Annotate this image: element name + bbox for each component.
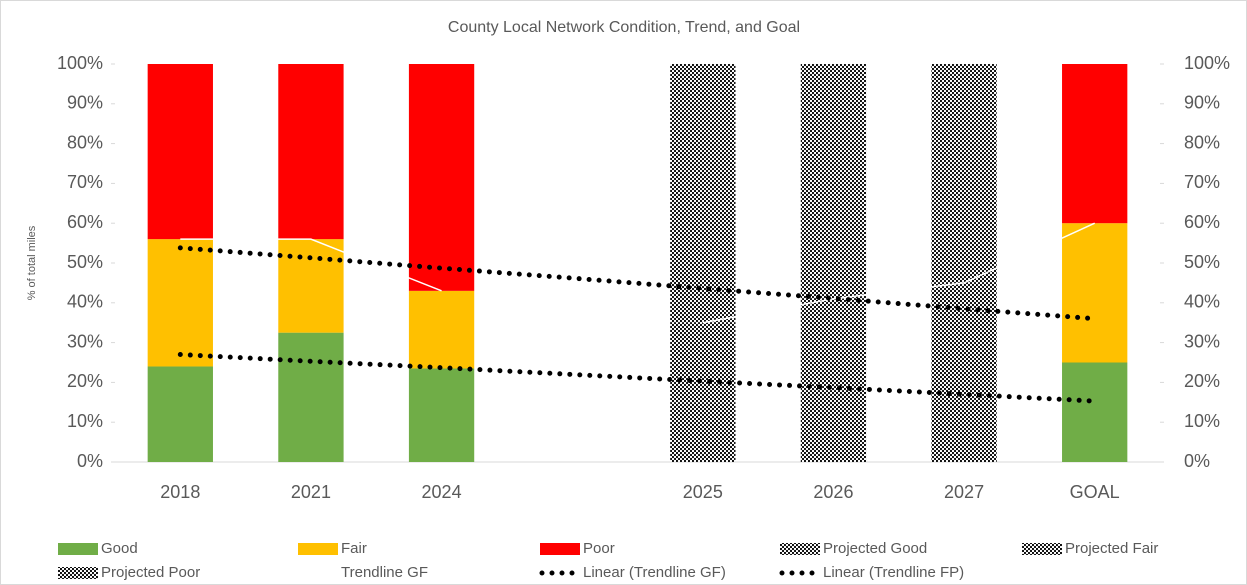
y2-tick-label: 100%	[1184, 53, 1230, 73]
legend-label: Trendline GF	[341, 564, 428, 581]
legend-swatch	[58, 567, 98, 579]
legend-item: Linear (Trendline FP)	[779, 564, 964, 581]
line-series	[180, 222, 1096, 324]
legend-label: Projected Poor	[101, 564, 200, 581]
y2-tick-label: 50%	[1184, 252, 1220, 272]
bar-segment	[931, 282, 997, 383]
x-tick-label: 2027	[944, 482, 984, 502]
bar-segment	[278, 239, 344, 333]
y2-tick-label: 10%	[1184, 411, 1220, 431]
y-tick-label: 50%	[67, 252, 103, 272]
legend-item: Good	[58, 540, 138, 557]
y-tick-label: 100%	[57, 53, 103, 73]
bar-segment	[278, 64, 344, 240]
bar-segment	[278, 332, 344, 462]
x-tick-label: GOAL	[1070, 482, 1120, 502]
y-tick-label: 10%	[67, 411, 103, 431]
legend-item: Trendline GF	[298, 564, 428, 581]
y2-tick-label: 90%	[1184, 93, 1220, 113]
line-series	[177, 245, 1098, 322]
y-tick-label: 70%	[67, 172, 103, 192]
legend-label: Poor	[583, 540, 615, 557]
y-tick-label: 30%	[67, 331, 103, 351]
y-axis-label: % of total miles	[26, 225, 38, 300]
legend-item: Linear (Trendline GF)	[539, 564, 726, 581]
chart-title: County Local Network Condition, Trend, a…	[448, 19, 800, 36]
y2-tick-label: 80%	[1184, 132, 1220, 152]
x-tick-label: 2021	[291, 482, 331, 502]
bar-segment	[147, 239, 213, 367]
x-tick-label: 2025	[683, 482, 723, 502]
bar-segment	[670, 64, 736, 323]
bar-segment	[147, 366, 213, 462]
legend-label: Fair	[341, 540, 367, 557]
y2-tick-label: 0%	[1184, 451, 1210, 471]
bar-segment	[670, 402, 736, 462]
bar-segment	[800, 298, 867, 391]
y-tick-label: 40%	[67, 292, 103, 312]
y-tick-label: 80%	[67, 132, 103, 152]
legend-swatch	[1022, 543, 1062, 555]
y2-tick-label: 20%	[1184, 371, 1220, 391]
y2-tick-label: 30%	[1184, 331, 1220, 351]
x-tick-label: 2024	[422, 482, 462, 502]
legend-item: Fair	[298, 540, 367, 557]
legend-swatch	[298, 543, 338, 555]
bar-segment	[800, 64, 867, 299]
legend-label: Linear (Trendline FP)	[823, 564, 964, 581]
y2-tick-label: 60%	[1184, 212, 1220, 232]
legend-label: Linear (Trendline GF)	[583, 564, 726, 581]
bar-segment	[408, 64, 475, 291]
legend-label: Good	[101, 540, 138, 557]
x-tick-label: 2026	[813, 482, 853, 502]
bar-segment	[408, 290, 475, 369]
bar-segment	[931, 382, 997, 462]
legend-swatch	[780, 543, 820, 555]
legend-swatch	[58, 543, 98, 555]
bar-segment	[147, 64, 213, 240]
x-tick-label: 2018	[160, 482, 200, 502]
legend-item: Poor	[540, 540, 615, 557]
y-tick-label: 90%	[67, 93, 103, 113]
y2-tick-label: 40%	[1184, 292, 1220, 312]
y-tick-label: 60%	[67, 212, 103, 232]
bar-segment	[1062, 362, 1128, 462]
y-tick-label: 20%	[67, 371, 103, 391]
legend-label: Projected Fair	[1065, 540, 1158, 557]
bar-segment	[1062, 223, 1128, 363]
legend-item: Projected Poor	[58, 564, 200, 581]
legend-label: Projected Good	[823, 540, 927, 557]
bar-segment	[800, 390, 867, 462]
legend-item: Projected Fair	[1022, 540, 1158, 557]
bar-segment	[931, 64, 997, 283]
legend-swatch	[540, 543, 580, 555]
y2-tick-label: 70%	[1184, 172, 1220, 192]
legend-item: Projected Good	[780, 540, 927, 557]
bar-segment	[408, 368, 475, 462]
bar-segment	[670, 322, 736, 403]
line-series	[177, 352, 1098, 404]
y-tick-label: 0%	[77, 451, 103, 471]
bar-segment	[1062, 64, 1128, 224]
